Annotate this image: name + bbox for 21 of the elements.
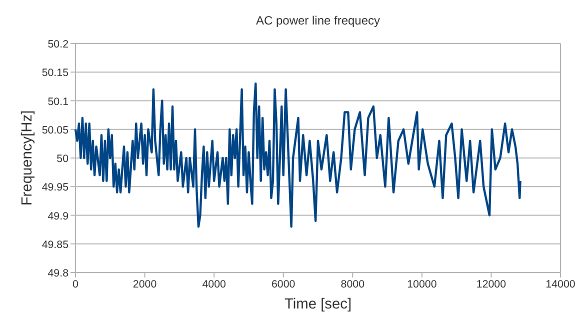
x-tick-label: 0 <box>72 278 79 290</box>
y-tick-label: 50.15 <box>42 67 69 80</box>
x-tick-label: 4000 <box>202 278 226 290</box>
y-tick-label: 49.8 <box>48 268 69 280</box>
y-tick-label: 50.2 <box>48 38 69 50</box>
line-series <box>74 82 522 228</box>
y-tick-label: 50.05 <box>42 124 69 136</box>
y-tick-label: 49.95 <box>42 182 69 194</box>
y-tick-label: 50.1 <box>48 96 69 108</box>
chart-title: AC power line frequecy <box>256 14 380 28</box>
x-tick-label: 2000 <box>132 278 157 290</box>
x-axis-title: Time [sec] <box>284 296 352 312</box>
y-axis-title: Frequency[Hz] <box>20 110 36 206</box>
y-tick-label: 49.9 <box>48 210 69 222</box>
x-tick-label: 10000 <box>407 278 437 290</box>
x-tick-label: 8000 <box>340 278 365 290</box>
x-tick-label: 6000 <box>272 278 296 290</box>
y-tick-label: 50 <box>56 153 69 165</box>
y-tick-label: 49.85 <box>42 238 69 251</box>
x-tick-label: 12000 <box>476 278 506 290</box>
x-tick-label: 14000 <box>546 278 576 290</box>
